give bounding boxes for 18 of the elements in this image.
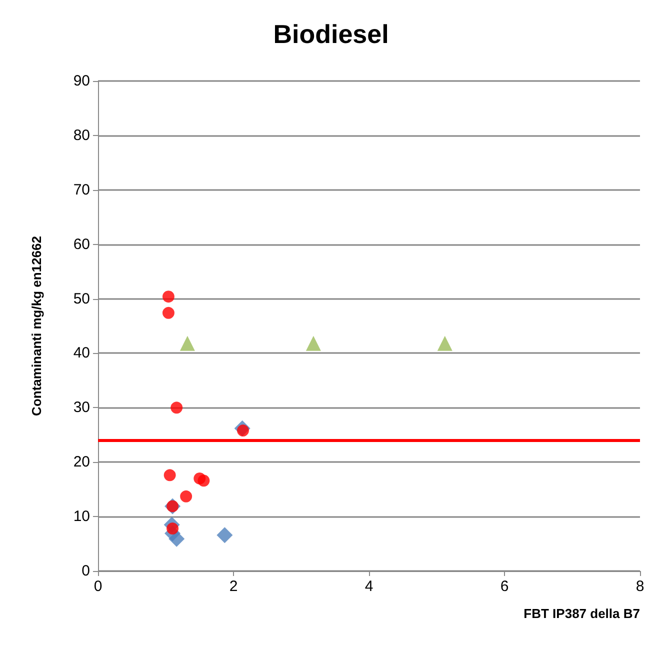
x-tick-label: 6 (500, 578, 509, 595)
y-tick-label: 50 (73, 290, 90, 308)
x-tick-label: 8 (636, 578, 644, 595)
y-tick-label: 60 (73, 236, 90, 253)
y-tick-label: 90 (73, 72, 90, 90)
chart-title: Biodiesel (273, 19, 389, 49)
y-tick-label: 0 (82, 562, 90, 580)
y-tick-label: 70 (73, 181, 90, 198)
y-axis-title: Contaminanti mg/kg en12662 (29, 236, 44, 416)
y-tick-label: 20 (73, 454, 90, 471)
x-axis-title: FBT IP387 della B7 (524, 606, 640, 621)
x-tick-label: 4 (364, 578, 374, 595)
x-tick-label: 0 (94, 578, 102, 595)
y-tick-label: 40 (73, 344, 90, 362)
x-tick-label: 2 (229, 578, 238, 595)
y-tick-label: 10 (73, 508, 90, 526)
y-tick-label: 80 (73, 126, 90, 144)
y-tick-label: 30 (73, 399, 90, 416)
